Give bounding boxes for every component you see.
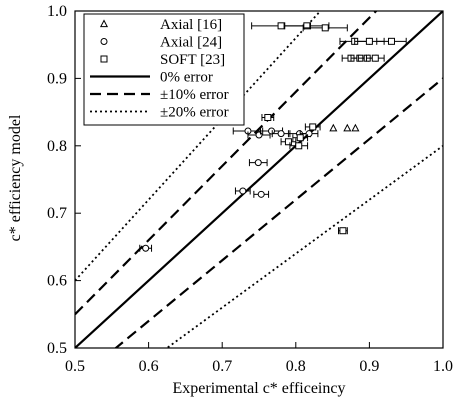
x-tick-label: 0.8	[286, 358, 306, 375]
x-tick-label: 0.5	[65, 358, 85, 375]
circle-marker	[305, 130, 313, 138]
legend-item: ±10% error	[90, 87, 229, 103]
reference-line	[75, 11, 443, 348]
circle-marker	[268, 127, 276, 135]
square-marker	[387, 37, 395, 45]
square-marker	[371, 54, 379, 62]
plot-frame	[74, 10, 444, 349]
triangle-marker	[329, 123, 338, 132]
x-tick-label: 1.0	[433, 358, 453, 375]
triangle-marker	[351, 123, 360, 132]
x-tick-label: 0.7	[212, 358, 232, 375]
reference-line	[165, 145, 443, 348]
legend-label: SOFT [23]	[160, 52, 225, 68]
circle-marker	[254, 159, 262, 167]
triangle-marker	[343, 123, 352, 132]
legend-label: ±10% error	[160, 87, 229, 103]
legend-item: SOFT [23]	[100, 52, 225, 68]
legend-label: ±20% error	[160, 105, 229, 121]
y-tick-label: 1.0	[47, 3, 67, 20]
square-marker	[100, 55, 108, 63]
reference-line	[114, 77, 443, 348]
y-tick-label: 0.7	[47, 205, 67, 222]
square-marker	[309, 123, 317, 131]
data-points	[139, 22, 407, 252]
legend-box	[83, 13, 245, 126]
square-marker	[295, 142, 303, 150]
reference-line	[75, 11, 378, 316]
legend-item: Axial [16]	[99, 17, 222, 33]
legend-label: 0% error	[160, 70, 213, 86]
circle-marker	[257, 190, 265, 198]
reference-line	[75, 11, 322, 282]
square-marker	[296, 134, 304, 142]
y-tick-label: 0.5	[47, 340, 67, 357]
legend: Axial [16] Axial [24]SOFT [23] 0% error±10…	[83, 13, 245, 126]
circle-marker	[142, 244, 150, 252]
square-marker	[277, 22, 285, 30]
axes: 0.5 0.6 0.7 0.8 0.9 1.0 0.5 0.6 0.7 0.8 0.9 1.0	[47, 3, 453, 375]
square-marker	[264, 113, 272, 121]
circle-marker	[277, 130, 285, 138]
triangle-marker	[99, 19, 109, 28]
legend-item: Axial [24]	[100, 35, 222, 51]
x-axis-label: Experimental c* efficeincy	[173, 380, 346, 397]
y-tick-label: 0.8	[47, 138, 67, 155]
y-tick-label: 0.6	[47, 273, 67, 290]
square-marker	[303, 22, 311, 30]
square-marker	[365, 37, 373, 45]
y-tick-label: 0.9	[47, 70, 67, 87]
x-tick-label: 0.9	[359, 358, 379, 375]
circle-marker	[255, 131, 263, 139]
square-marker	[339, 227, 347, 235]
legend-item: ±20% error	[90, 105, 229, 121]
legend-label: Axial [16]	[160, 17, 222, 33]
circle-marker	[239, 187, 247, 195]
x-tick-label: 0.6	[139, 358, 159, 375]
y-axis-label: c* efficiency model	[7, 114, 24, 241]
reference-lines	[75, 11, 443, 348]
square-marker	[284, 138, 292, 146]
square-marker	[321, 24, 329, 32]
legend-item: 0% error	[90, 70, 213, 86]
legend-label: Axial [24]	[160, 35, 222, 51]
circle-marker	[100, 38, 108, 45]
